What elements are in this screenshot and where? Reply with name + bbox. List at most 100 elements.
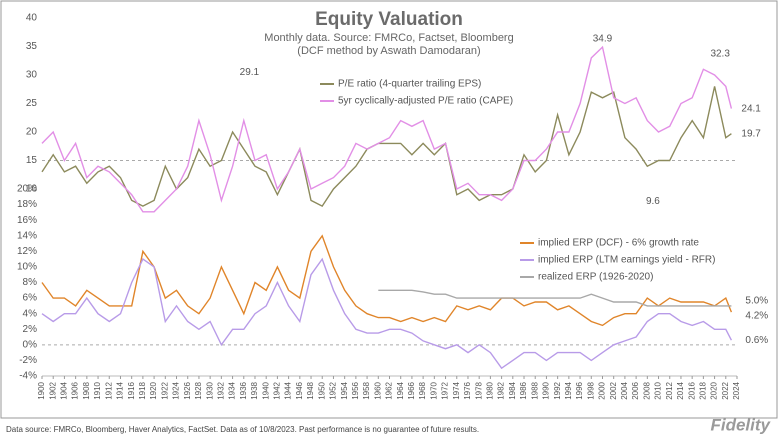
x-tick-label: 1978 bbox=[474, 381, 483, 399]
series-line bbox=[41, 45, 733, 213]
x-tick-label: 1934 bbox=[228, 381, 237, 399]
annotation: 0.6% bbox=[745, 335, 768, 346]
x-tick-label: 1986 bbox=[519, 381, 528, 399]
x-tick-label: 1940 bbox=[261, 381, 270, 399]
y-tick-label: 30 bbox=[26, 70, 38, 81]
y-tick-label: 14% bbox=[17, 230, 37, 241]
x-tick-label: 1942 bbox=[273, 381, 282, 399]
series-line bbox=[41, 234, 733, 327]
y-tick-label: -4% bbox=[19, 371, 37, 382]
y-tick-label: 10 bbox=[26, 184, 38, 195]
x-tick-label: 1952 bbox=[329, 381, 338, 399]
x-tick-label: 1900 bbox=[37, 381, 46, 399]
y-tick-label: 40 bbox=[26, 13, 38, 24]
x-tick-label: 2006 bbox=[631, 381, 640, 399]
x-tick-label: 1966 bbox=[407, 381, 416, 399]
x-tick-label: 2024 bbox=[732, 381, 741, 399]
annotation: 29.1 bbox=[240, 67, 260, 78]
x-tick-label: 1960 bbox=[373, 381, 382, 399]
legend-label: realized ERP (1926-2020) bbox=[538, 272, 653, 283]
x-tick-label: 1968 bbox=[418, 381, 427, 399]
x-tick-label: 2020 bbox=[710, 381, 719, 399]
y-tick-label: 10% bbox=[17, 262, 37, 273]
series-line bbox=[41, 257, 733, 370]
y-tick-label: 8% bbox=[23, 277, 38, 288]
y-tick-label: 25 bbox=[26, 98, 38, 109]
annotation: 9.6 bbox=[646, 196, 660, 207]
annotation: 19.7 bbox=[741, 128, 761, 139]
x-tick-label: 1908 bbox=[82, 381, 91, 399]
y-tick-label: 15 bbox=[26, 155, 38, 166]
y-tick-label: 6% bbox=[23, 293, 38, 304]
x-tick-label: 1992 bbox=[553, 381, 562, 399]
x-tick-label: 1914 bbox=[116, 381, 125, 399]
footer: Data source: FMRCo, Bloomberg, Haver Ana… bbox=[6, 425, 479, 434]
y-tick-label: 16% bbox=[17, 215, 37, 226]
x-tick-label: 1912 bbox=[104, 381, 113, 399]
x-tick-label: 1948 bbox=[306, 381, 315, 399]
y-tick-label: 18% bbox=[17, 199, 37, 210]
annotation: 5.0% bbox=[745, 296, 768, 307]
x-tick-label: 2002 bbox=[609, 381, 618, 399]
legend-label: P/E ratio (4-quarter trailing EPS) bbox=[338, 79, 481, 90]
x-tick-label: 2000 bbox=[598, 381, 607, 399]
x-tick-label: 1972 bbox=[441, 381, 450, 399]
x-tick-label: 1930 bbox=[205, 381, 214, 399]
x-tick-label: 1996 bbox=[575, 381, 584, 399]
annotation: 4.2% bbox=[745, 311, 768, 322]
x-tick-label: 1998 bbox=[586, 381, 595, 399]
x-tick-label: 1994 bbox=[564, 381, 573, 399]
x-tick-label: 1918 bbox=[138, 381, 147, 399]
x-tick-label: 1976 bbox=[463, 381, 472, 399]
x-tick-label: 1974 bbox=[452, 381, 461, 399]
x-tick-label: 1916 bbox=[127, 381, 136, 399]
x-tick-label: 1938 bbox=[250, 381, 259, 399]
x-tick-label: 1982 bbox=[497, 381, 506, 399]
x-tick-label: 1922 bbox=[160, 381, 169, 399]
x-tick-label: 1984 bbox=[508, 381, 517, 399]
x-tick-label: 1926 bbox=[183, 381, 192, 399]
x-tick-label: 1954 bbox=[340, 381, 349, 399]
x-tick-label: 2016 bbox=[687, 381, 696, 399]
subtitle: Monthly data. Source: FMRCo, Factset, Bl… bbox=[264, 32, 513, 44]
legend-label: 5yr cyclically-adjusted P/E ratio (CAPE) bbox=[338, 96, 513, 107]
x-tick-label: 1988 bbox=[530, 381, 539, 399]
x-tick-label: 2018 bbox=[698, 381, 707, 399]
x-tick-label: 1970 bbox=[429, 381, 438, 399]
y-tick-label: 20 bbox=[26, 127, 38, 138]
y-tick-label: 2% bbox=[23, 324, 38, 335]
x-tick-label: 1920 bbox=[149, 381, 158, 399]
y-tick-label: -2% bbox=[19, 355, 37, 366]
x-tick-label: 1932 bbox=[216, 381, 225, 399]
x-tick-label: 2008 bbox=[642, 381, 651, 399]
title: Equity Valuation bbox=[315, 9, 463, 30]
y-tick-label: 12% bbox=[17, 246, 37, 257]
x-tick-label: 1956 bbox=[351, 381, 360, 399]
x-tick-label: 1902 bbox=[48, 381, 57, 399]
x-tick-label: 2022 bbox=[721, 381, 730, 399]
annotation: 32.3 bbox=[710, 49, 730, 60]
x-tick-label: 1906 bbox=[71, 381, 80, 399]
x-tick-label: 2014 bbox=[676, 381, 685, 399]
y-tick-label: 0% bbox=[23, 339, 38, 350]
x-tick-label: 1924 bbox=[172, 381, 181, 399]
y-tick-label: 20% bbox=[17, 184, 37, 195]
series-line bbox=[378, 289, 732, 307]
x-tick-label: 1944 bbox=[284, 381, 293, 399]
x-tick-label: 1936 bbox=[239, 381, 248, 399]
x-tick-label: 1990 bbox=[542, 381, 551, 399]
logo: Fidelity bbox=[710, 415, 771, 434]
x-tick-label: 1904 bbox=[60, 381, 69, 399]
y-tick-label: 35 bbox=[26, 41, 38, 52]
x-tick-label: 1980 bbox=[485, 381, 494, 399]
x-tick-label: 1962 bbox=[385, 381, 394, 399]
x-tick-label: 1958 bbox=[362, 381, 371, 399]
x-tick-label: 1946 bbox=[295, 381, 304, 399]
x-tick-label: 1950 bbox=[317, 381, 326, 399]
x-tick-label: 1910 bbox=[93, 381, 102, 399]
annotation: 34.9 bbox=[593, 34, 613, 45]
x-tick-label: 2012 bbox=[665, 381, 674, 399]
x-tick-label: 1928 bbox=[194, 381, 203, 399]
x-tick-label: 2010 bbox=[654, 381, 663, 399]
